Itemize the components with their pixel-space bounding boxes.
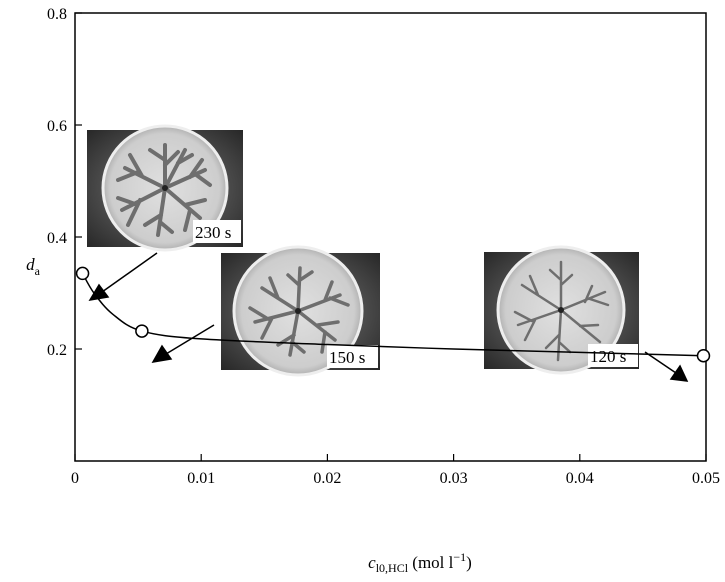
photo-inset-230s: 230 s — [87, 124, 243, 252]
data-markers — [75, 266, 711, 363]
x-axis-title: cl0,HCl (mol l−1) — [368, 550, 472, 575]
axis-ticks: 0 0.01 0.02 0.03 0.04 0.05 0.2 0.4 0.6 0.8 — [47, 6, 720, 487]
x-tick-label: 0 — [71, 470, 79, 487]
pattern-120s — [513, 260, 610, 362]
x-tick-label: 0.05 — [692, 470, 720, 487]
pattern-150s — [248, 266, 350, 357]
photo-inset-150s: 150 s — [221, 245, 380, 377]
x-tick-label: 0.04 — [566, 470, 594, 487]
data-point-1 — [135, 324, 149, 338]
photo-label-230s: 230 s — [195, 223, 231, 242]
photo-inset-120s: 120 s — [484, 245, 639, 375]
y-tick-label: 0.6 — [47, 118, 67, 135]
series-line — [81, 273, 704, 357]
photo-label-120s: 120 s — [590, 347, 626, 366]
data-point-2 — [696, 348, 711, 363]
arrow-120s — [644, 351, 689, 382]
y-axis-title: da — [26, 255, 41, 278]
x-tick-label: 0.01 — [187, 470, 215, 487]
arrow-150s — [151, 324, 215, 363]
pattern-230s — [116, 143, 212, 237]
x-tick-label: 0.02 — [313, 470, 341, 487]
y-tick-label: 0.4 — [47, 230, 67, 247]
x-tick-label: 0.03 — [440, 470, 468, 487]
arrow-230s — [88, 252, 158, 302]
photo-label-150s: 150 s — [329, 348, 365, 367]
y-tick-label: 0.8 — [47, 6, 67, 23]
data-point-0 — [75, 266, 90, 281]
y-tick-label: 0.2 — [47, 342, 67, 359]
annotation-arrows — [88, 252, 689, 382]
